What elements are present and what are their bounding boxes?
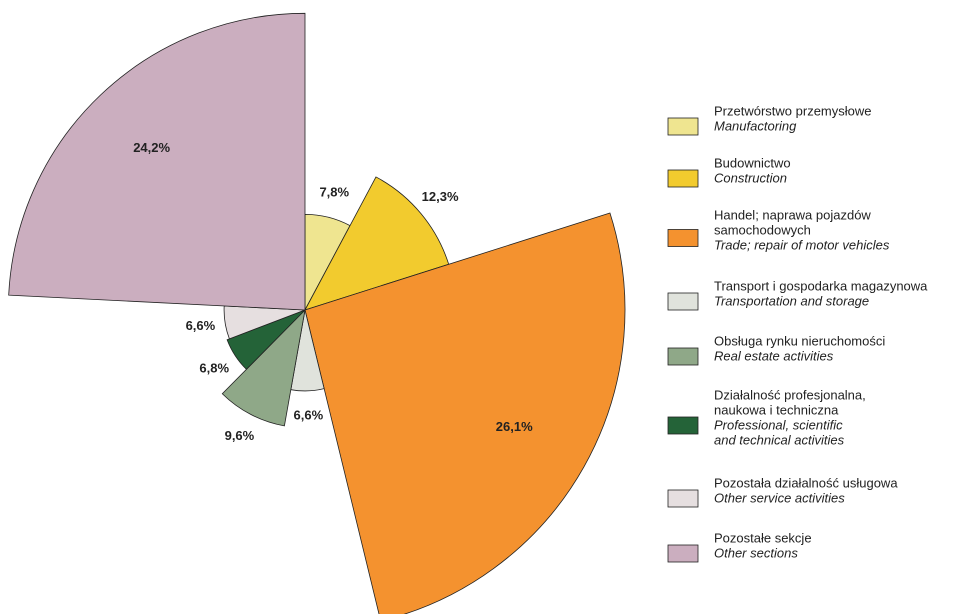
legend-label: Transport i gospodarka magazynowa: [714, 278, 928, 293]
value-label: 24,2%: [133, 140, 170, 155]
legend-label-en: Professional, scientific: [714, 417, 843, 432]
legend-label: Obsługa rynku nieruchomości: [714, 333, 885, 348]
value-label: 6,6%: [294, 407, 324, 422]
legend-label: Handel; naprawa pojazdów: [714, 207, 871, 222]
slice: [304, 212, 626, 614]
legend-label-en: Trade; repair of motor vehicles: [714, 237, 890, 252]
legend-label-en: Real estate activities: [714, 348, 834, 363]
legend-label: Działalność profesjonalna,: [714, 387, 866, 402]
legend-label: Budownictwo: [714, 155, 791, 170]
value-label: 7,8%: [319, 184, 349, 199]
legend-label-en: Manufactoring: [714, 118, 797, 133]
legend-swatch: [667, 292, 699, 311]
value-label: 12,3%: [422, 189, 459, 204]
legend-swatch: [667, 117, 699, 136]
legend-label: Pozostała działalność usługowa: [714, 475, 898, 490]
slice: [304, 176, 450, 311]
legend-swatch: [667, 347, 699, 366]
value-label: 6,6%: [186, 318, 216, 333]
value-label: 9,6%: [225, 428, 255, 443]
legend-swatch: [667, 489, 699, 508]
value-label: 26,1%: [496, 419, 533, 434]
legend-label-en: Other sections: [714, 545, 798, 560]
slice: [226, 309, 306, 370]
value-label: 6,8%: [199, 361, 229, 376]
legend-label-en: Transportation and storage: [714, 293, 869, 308]
legend-label-en: Other service activities: [714, 490, 845, 505]
legend-label-en: Construction: [714, 170, 787, 185]
legend-label: naukowa i techniczna: [714, 402, 839, 417]
legend-label: samochodowych: [714, 222, 811, 237]
legend-swatch: [667, 169, 699, 188]
legend-swatch: [667, 544, 699, 563]
legend-label: Pozostałe sekcje: [714, 530, 812, 545]
slice: [8, 12, 306, 311]
slice: [221, 308, 306, 427]
legend-label-en: and technical activities: [714, 432, 845, 447]
legend-swatch: [667, 416, 699, 435]
legend-label: Przetwórstwo przemysłowe: [714, 103, 872, 118]
legend-swatch: [667, 229, 699, 247]
